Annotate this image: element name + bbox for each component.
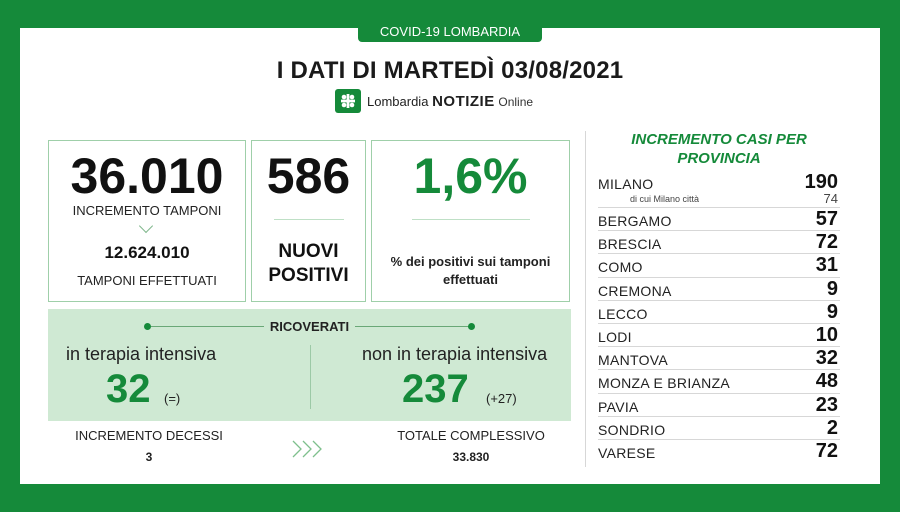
province-name: COMO [598,259,643,276]
terapia-intensiva-value: 32 [106,367,151,411]
province-row-milano: MILANO 190 di cui Milano città 74 [598,171,840,208]
province-name: BERGAMO [598,213,672,229]
province-row: MONZA E BRIANZA 48 [598,370,840,394]
tamponi-increment-label: INCREMENTO TAMPONI [72,203,222,218]
ricoverati-title-text: RICOVERATI [263,319,356,334]
province-value: 31 [815,254,838,277]
province-title: INCREMENTO CASI PER PROVINCIA [600,130,838,168]
province-name: MONZA E BRIANZA [598,375,731,392]
dot-left [144,323,151,330]
milano-city-label: di cui Milano città [630,194,700,204]
logo-prefix: Lombardia [367,93,429,109]
percentuale-value: 1,6% [413,148,528,204]
decessi-total-value: 33.830 [452,450,490,464]
tamponi-total-value: 12.624.010 [104,243,190,262]
province-value: 23 [815,393,838,416]
province-row: BERGAMO 57 [598,208,840,232]
ricoverati-title: RICOVERATI [48,319,571,334]
non-terapia-intensiva-label: non in terapia intensiva [362,344,548,364]
ricoverati-separator [310,345,311,409]
province-name: VARESE [598,444,656,461]
percentuale-label: % dei positivi sui tamponi effettuati [390,254,551,287]
positivi-box: 586 NUOVI POSITIVI [251,140,366,302]
province-row: BRESCIA 72 [598,231,840,255]
province-name: LODI [598,328,632,345]
decessi-increment-value: 3 [145,450,153,464]
province-row: SONDRIO 2 [598,417,840,440]
province-value: 72 [815,231,838,254]
province-row: PAVIA 23 [598,394,840,417]
terapia-intensiva-label: in terapia intensiva [66,344,217,364]
decessi-increment-label: INCREMENTO DECESSI [75,428,223,443]
province-name: PAVIA [598,398,639,415]
province-value: 2 [826,416,838,439]
milano-city-value: 74 [823,191,838,206]
province-value: 9 [826,300,838,323]
province-row: COMO 31 [598,254,840,278]
ricoverati-panel: RICOVERATI in terapia intensiva 32 (=) n… [48,309,571,421]
divider [274,219,344,220]
logo-text: Lombardia NOTIZIE Online [367,93,533,110]
terapia-intensiva-variation: (=) [164,391,181,406]
province-value: 10 [815,323,838,346]
tamponi-increment-value: 36.010 [70,148,224,204]
province-title-text: INCREMENTO CASI PER PROVINCIA [631,131,807,167]
province-value: 32 [815,347,838,370]
page-title: I DATI DI MARTEDÌ 03/08/2021 [276,57,624,84]
province-name: BRESCIA [598,236,662,253]
province-value: 9 [826,277,838,300]
decessi-total-label: TOTALE COMPLESSIVO [397,428,545,443]
province-name: LECCO [598,305,648,322]
province-name: MANTOVA [598,352,669,369]
positivi-label: NUOVI POSITIVI [268,241,349,286]
province-row: CREMONA 9 [598,278,840,301]
province-value: 57 [815,208,838,230]
non-terapia-intensiva-value: 237 [402,367,469,411]
province-row: LECCO 9 [598,301,840,324]
positivi-value: 586 [266,148,351,204]
province-value: 48 [815,370,838,393]
logo-suffix: Online [498,94,534,109]
non-terapia-intensiva-variation: (+27) [486,391,517,406]
province-value: 72 [815,439,838,462]
percentuale-box: 1,6% % dei positivi sui tamponi effettua… [371,140,570,302]
chevron-down-icon [138,218,154,234]
lombardia-cross-icon [335,89,361,113]
province-row: VARESE 72 [598,440,840,463]
tamponi-total-label: TAMPONI EFFETTUATI [77,273,217,288]
province-name: MILANO [598,176,654,192]
dot-right [468,323,475,330]
province-row: MANTOVA 32 [598,347,840,371]
province-name: CREMONA [598,282,672,299]
column-separator [585,131,586,467]
header-badge: COVID-19 LOMBARDIA [358,22,542,42]
province-list: MILANO 190 di cui Milano città 74 BERGAM… [598,171,840,463]
tamponi-box: 36.010 INCREMENTO TAMPONI 12.624.010 TAM… [48,140,246,302]
province-value: 190 [804,171,838,193]
logo-brand: NOTIZIE [432,92,495,110]
chevron-right-icon [290,438,334,465]
divider [412,219,530,220]
province-name: SONDRIO [598,421,666,438]
province-row: LODI 10 [598,323,840,348]
logo: Lombardia NOTIZIE Online [335,88,533,114]
